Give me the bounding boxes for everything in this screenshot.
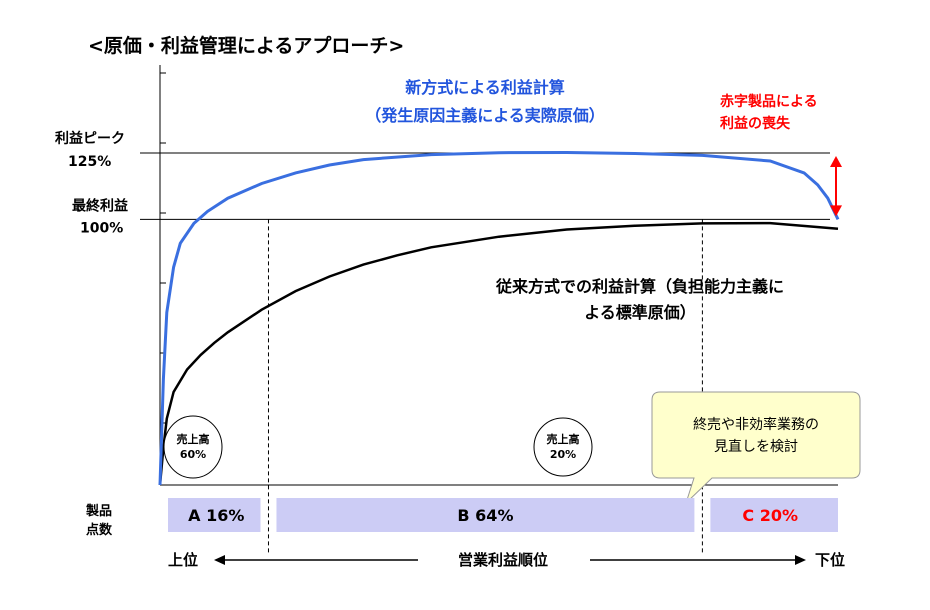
rank-axis-right-label: 下位 [815,551,845,569]
sales-circle-b-label: 売上高 [547,432,580,446]
rank-axis-arrowhead-left [214,555,225,565]
y-tick-label-final-value: 100% [80,220,123,236]
rank-axis-left-label: 上位 [168,551,198,569]
segment-label-b: B 64% [457,506,513,525]
segments-axis-label-line2: 点数 [86,522,113,538]
sales-circle-a-value: 60% [180,448,206,461]
segment-label-a: A 16% [188,506,244,525]
segment-bar-b [276,498,695,532]
y-minor-ticks [160,72,166,424]
y-tick-label-final-name: 最終利益 [72,197,128,214]
sales-circle-b-value: 20% [550,448,576,461]
loss-annotation-line2: 利益の喪失 [720,115,791,132]
rank-axis-arrowhead-right [795,555,806,565]
series-line-traditional [158,221,839,486]
segments-axis-label-line1: 製品 [85,503,112,519]
sales-circle-a [163,415,223,479]
series-label-new-line1: 新方式による利益計算 [405,78,565,97]
y-tick-label-peak-value: 125% [68,154,111,170]
loss-annotation-line1: 赤字製品による [720,93,818,110]
bubble-text-line1: 終売や非効率業務の [693,416,819,433]
loss-arrow-head-top [830,156,842,167]
segment-label-c: C 20% [742,506,798,525]
bubble-text-line2: 見直しを検討 [714,438,798,455]
series-label-traditional-line1: 従来方式での利益計算（負担能力主義に [495,277,784,296]
loss-arrow-head-bottom [830,205,842,217]
segment-bar-c [710,498,838,532]
rank-axis-title: 営業利益順位 [458,551,548,569]
series-label-new-line2: （発生原因主義による実際原価） [365,106,605,125]
chart-title: <原価・利益管理によるアプローチ> [88,34,404,57]
series-line-new-method [158,150,840,486]
series-label-traditional-line2: よる標準原価） [584,303,696,322]
y-tick-label-peak-name: 利益ピーク [55,130,125,147]
product-segments: A 16% B 64% C 20% [168,498,838,532]
sales-circle-a-label: 売上高 [177,432,210,446]
review-speech-bubble [651,391,861,504]
sales-circle-b [533,417,593,477]
segment-bar-a [168,498,261,532]
